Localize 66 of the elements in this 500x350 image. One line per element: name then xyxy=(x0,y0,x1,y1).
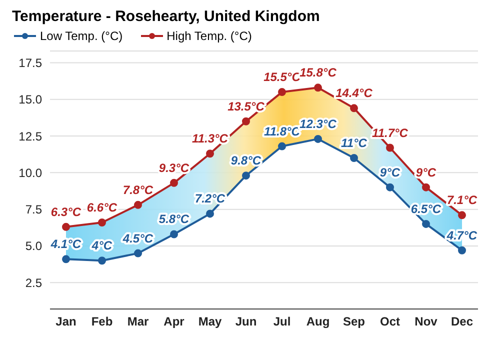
x-tick-label: Jun xyxy=(235,314,257,329)
x-tick-label: Jan xyxy=(56,314,76,329)
data-label: 12.3°C xyxy=(300,116,337,131)
chart-title: Temperature - Rosehearty, United Kingdom xyxy=(12,8,321,25)
point xyxy=(170,230,178,238)
x-tick-label: Dec xyxy=(450,314,474,329)
x-tick-label: Oct xyxy=(380,314,400,329)
data-label: 4.5°C xyxy=(122,231,154,246)
data-label: 13.5°C xyxy=(228,99,265,114)
data-label: 15.5°C xyxy=(264,70,301,84)
y-tick-label: 5.0 xyxy=(25,239,42,254)
point xyxy=(350,154,358,162)
point xyxy=(98,256,106,265)
legend-label: High Temp. (°C) xyxy=(166,29,252,43)
data-label: 5.8°C xyxy=(158,212,190,226)
legend-label: Low Temp. (°C) xyxy=(39,29,123,43)
y-tick-label: 12.5 xyxy=(18,129,42,144)
point xyxy=(314,134,322,143)
point xyxy=(278,142,286,150)
data-label: 9.8°C xyxy=(230,154,262,168)
y-tick-label: 15.0 xyxy=(18,92,42,107)
data-label: 4.1°C xyxy=(50,237,82,252)
data-label: 6.3°C xyxy=(50,204,82,219)
point xyxy=(206,210,214,218)
point xyxy=(422,220,430,228)
x-tick-label: Apr xyxy=(164,314,185,329)
point xyxy=(458,211,466,220)
y-tick-label: 2.5 xyxy=(25,276,42,290)
point xyxy=(170,178,178,187)
data-label: 9.3°C xyxy=(158,160,190,175)
point xyxy=(62,222,70,231)
data-label: 9°C xyxy=(416,165,436,180)
point xyxy=(314,84,322,92)
data-label: 11°C xyxy=(341,136,368,150)
data-label: 7.8°C xyxy=(122,182,154,197)
x-tick-label: Jul xyxy=(273,314,291,329)
data-label: 6.6°C xyxy=(86,200,118,215)
point xyxy=(242,172,250,180)
data-label: 9°C xyxy=(380,165,400,180)
y-tick-label: 7.5 xyxy=(25,202,42,217)
y-tick-label: 17.5 xyxy=(18,56,42,70)
x-tick-label: Mar xyxy=(127,314,149,329)
point xyxy=(62,255,70,264)
point xyxy=(278,88,286,96)
point xyxy=(242,117,250,126)
x-tick-label: May xyxy=(198,314,222,329)
point xyxy=(350,104,358,112)
data-label: 4°C xyxy=(90,238,112,253)
data-label: 7.1°C xyxy=(446,193,478,208)
point xyxy=(458,246,466,254)
point xyxy=(206,150,214,158)
point xyxy=(134,249,142,258)
x-tick-label: Feb xyxy=(91,314,113,329)
point xyxy=(386,144,394,152)
data-label: 11.8°C xyxy=(264,124,300,138)
data-label: 6.5°C xyxy=(410,202,442,216)
point xyxy=(134,200,142,209)
point xyxy=(422,183,430,192)
x-tick-label: Aug xyxy=(306,314,330,329)
x-tick-label: Sep xyxy=(342,314,366,329)
x-tick-label: Nov xyxy=(414,314,438,329)
data-label: 15.8°C xyxy=(300,66,337,80)
point xyxy=(98,218,106,227)
y-tick-label: 10.0 xyxy=(18,166,42,180)
point xyxy=(386,183,394,192)
data-label: 14.4°C xyxy=(336,86,373,100)
